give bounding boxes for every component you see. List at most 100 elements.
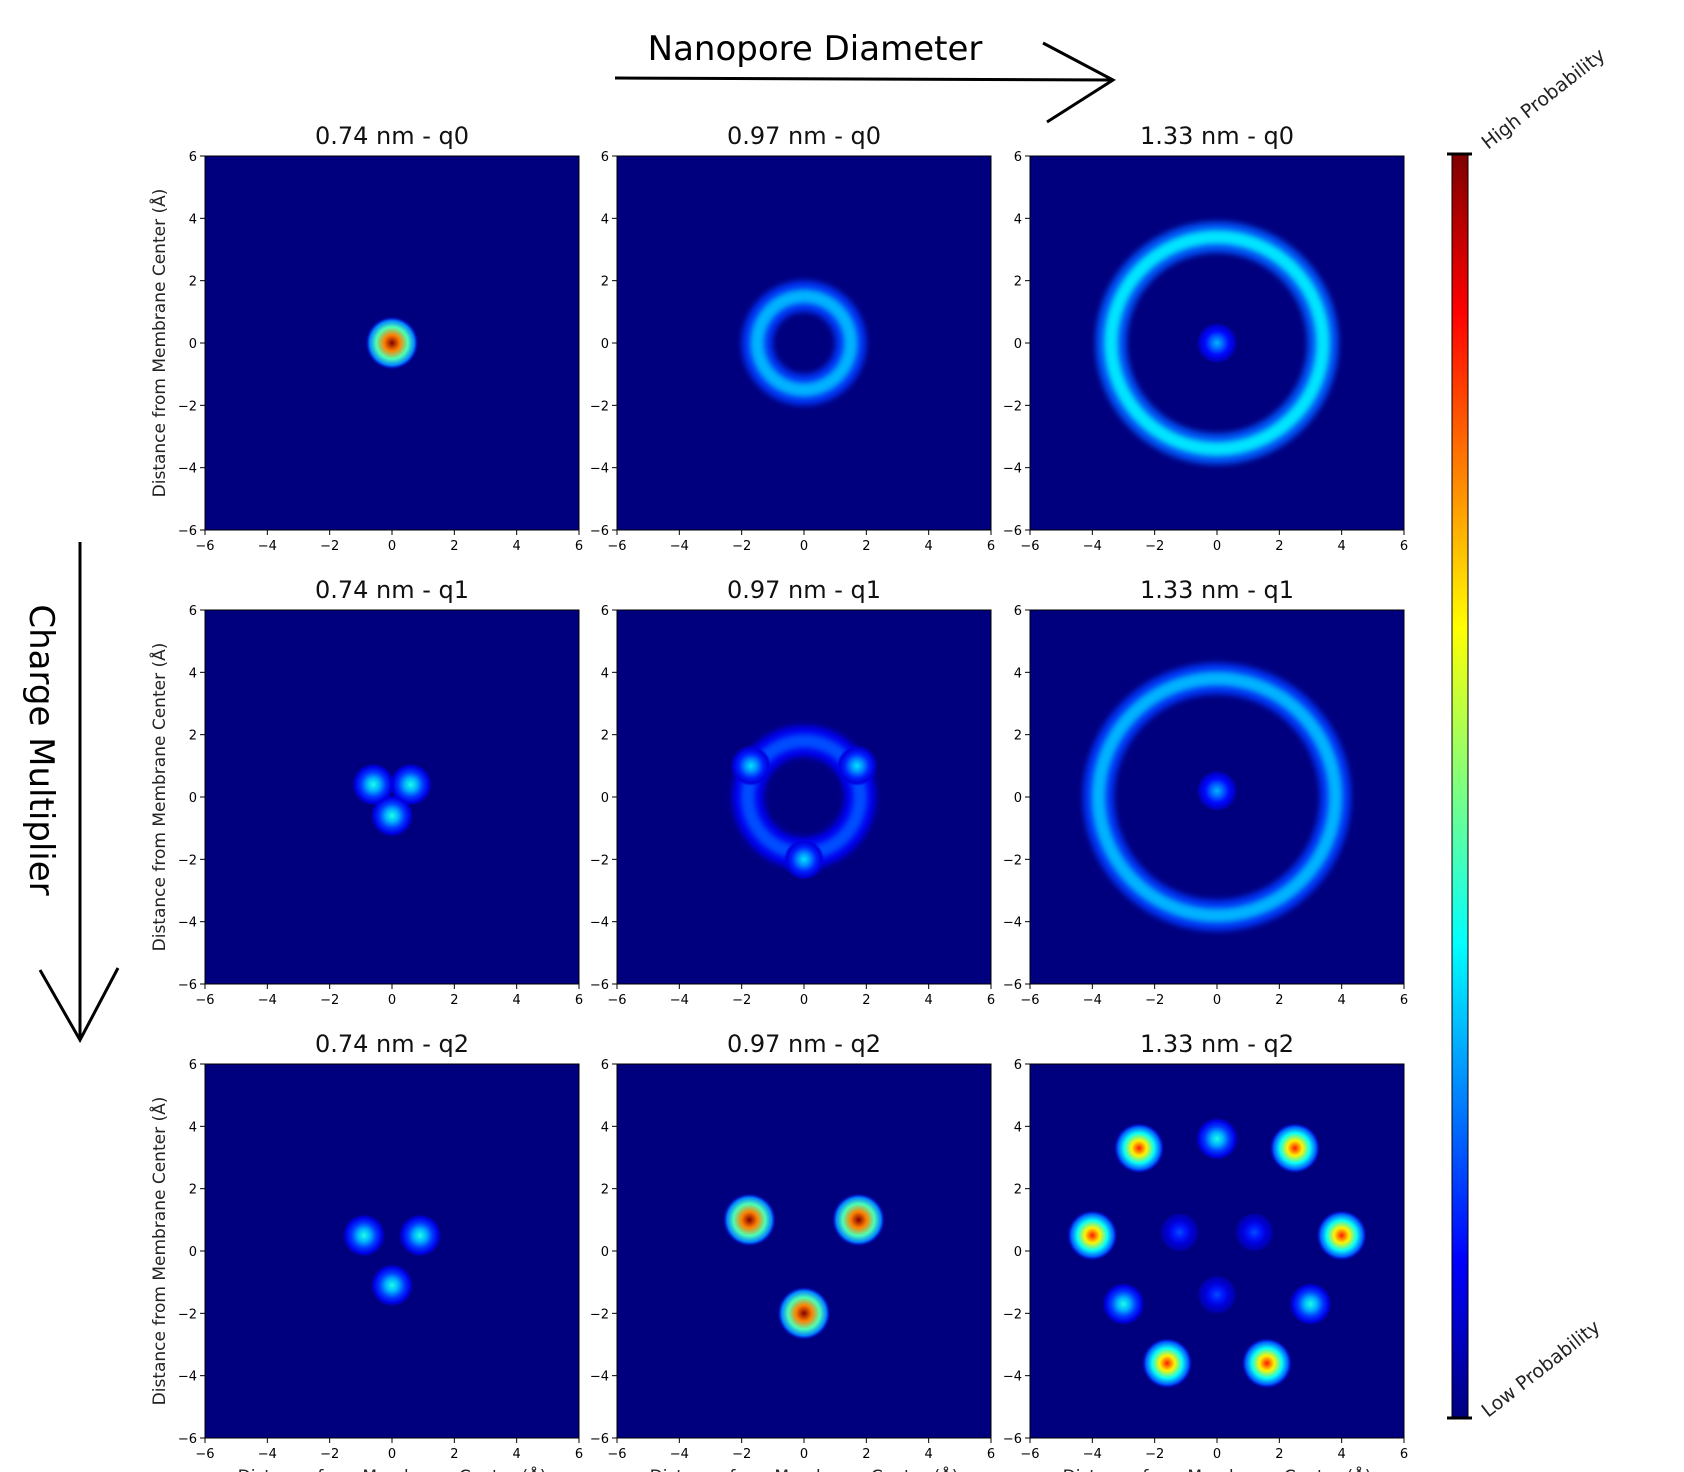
x-tick-label: −6 (1020, 539, 1039, 554)
y-tick-label: 6 (601, 150, 609, 165)
density-peak (1241, 1338, 1292, 1389)
x-tick-label: 6 (987, 539, 995, 554)
density-field (741, 280, 867, 406)
y-tick-label: −4 (1003, 916, 1022, 931)
x-tick-label: 4 (925, 539, 933, 554)
x-tick-label: −6 (195, 993, 214, 1008)
x-tick-label: −4 (258, 1447, 277, 1462)
x-tick-label: 4 (513, 993, 521, 1008)
y-tick-label: −4 (590, 462, 609, 477)
y-tick-label: −6 (178, 1432, 197, 1447)
y-tick-label: 0 (601, 1245, 609, 1260)
x-tick-label: 6 (575, 1447, 583, 1462)
x-tick-label: −6 (195, 539, 214, 554)
x-tick-label: 2 (1275, 1447, 1283, 1462)
y-tick-label: 6 (1014, 604, 1022, 619)
x-tick-label: 0 (1213, 1447, 1221, 1462)
x-tick-label: 0 (1213, 539, 1221, 554)
x-tick-label: 0 (388, 539, 396, 554)
y-tick-label: −2 (178, 1307, 197, 1322)
y-tick-label: −6 (178, 524, 197, 539)
x-tick-label: 0 (800, 993, 808, 1008)
density-peak (1197, 323, 1237, 363)
density-field (352, 763, 432, 837)
x-tick-label: 0 (388, 993, 396, 1008)
heatmap-background (617, 156, 991, 530)
y-axis-label: Distance from Membrane Center (Å) (148, 643, 170, 952)
x-tick-label: 6 (575, 993, 583, 1008)
y-tick-label: 2 (1014, 275, 1022, 290)
density-peak (371, 794, 413, 837)
density-peak (1102, 1283, 1145, 1325)
heatmap-panel: 0.74 nm - q0 −6 −4 −2 0 2 4 6 −6 −4 −2 0 2 4 6 Distance… (148, 122, 583, 554)
y-tick-label: 2 (601, 729, 609, 744)
colorbar: High Probability Low Probability (1447, 44, 1609, 1422)
heatmap-panel: 0.97 nm - q1 −6 −4 −2 0 2 4 6 −6 −4 −2 0 2 4 6 (590, 576, 995, 1008)
x-tick-label: 2 (1275, 993, 1283, 1008)
y-tick-label: −4 (590, 1370, 609, 1385)
y-tick-label: −4 (178, 916, 197, 931)
density-peak (1196, 1117, 1238, 1160)
density-peak (777, 1286, 831, 1340)
panel-title: 0.97 nm - q0 (727, 122, 881, 150)
heatmap-panel: 0.97 nm - q2 −6 −4 −2 0 2 4 6 −6 −4 −2 0 2 4 6 Distance… (590, 1030, 995, 1472)
y-tick-label: 0 (1014, 791, 1022, 806)
x-tick-label: 6 (987, 1447, 995, 1462)
x-tick-label: −4 (1083, 539, 1102, 554)
y-axis-label: Distance from Membrane Center (Å) (148, 189, 170, 498)
heatmap-panel: 1.33 nm - q0 −6 −4 −2 0 2 4 6 −6 −4 −2 0 2 4 6 (1003, 122, 1408, 554)
y-tick-label: 4 (189, 666, 197, 681)
heatmap-background (617, 1064, 991, 1438)
y-tick-label: −6 (1003, 978, 1022, 993)
density-field (722, 1193, 886, 1340)
x-tick-label: 6 (987, 993, 995, 1008)
y-tick-label: 2 (1014, 729, 1022, 744)
x-tick-label: 2 (450, 539, 458, 554)
y-tick-label: 2 (601, 275, 609, 290)
density-ring-core (750, 289, 858, 397)
density-peak (365, 316, 419, 370)
x-tick-label: 2 (450, 993, 458, 1008)
y-tick-label: 2 (189, 729, 197, 744)
x-tick-label: −4 (258, 539, 277, 554)
x-tick-label: 0 (1213, 993, 1221, 1008)
x-tick-label: −2 (1145, 1447, 1164, 1462)
y-tick-label: 0 (189, 1245, 197, 1260)
x-tick-label: 2 (862, 539, 870, 554)
y-tick-label: 6 (601, 604, 609, 619)
density-peak (836, 745, 878, 787)
x-tick-label: −2 (732, 1447, 751, 1462)
density-peak (1142, 1338, 1193, 1389)
x-tick-label: −4 (670, 993, 689, 1008)
x-tick-label: 4 (513, 539, 521, 554)
y-tick-label: −6 (590, 1432, 609, 1447)
x-axis-label: Distance from Membrane Center (Å) (650, 1465, 959, 1472)
down-arrow (38, 542, 120, 1044)
heatmap-grid: 0.74 nm - q0 −6 −4 −2 0 2 4 6 −6 −4 −2 0 2 4 6 Distance… (148, 122, 1408, 1472)
x-tick-label: −6 (1020, 1447, 1039, 1462)
y-tick-label: −2 (590, 1307, 609, 1322)
panel-title: 1.33 nm - q0 (1140, 122, 1294, 150)
density-field (1067, 1117, 1367, 1389)
density-peak (1235, 1213, 1274, 1252)
x-tick-label: 4 (1338, 1447, 1346, 1462)
colorbar-low-label: Low Probability (1478, 1316, 1605, 1422)
density-peak (722, 1193, 776, 1247)
x-tick-label: 6 (1400, 539, 1408, 554)
top-axis-label: Nanopore Diameter (648, 29, 983, 69)
density-peak (389, 763, 432, 806)
x-tick-label: 2 (450, 1447, 458, 1462)
right-arrow (614, 41, 1116, 124)
x-tick-label: −6 (607, 539, 626, 554)
y-tick-label: 4 (601, 1120, 609, 1135)
x-tick-label: −6 (1020, 993, 1039, 1008)
y-tick-label: 0 (1014, 337, 1022, 352)
heatmap-panel: 1.33 nm - q2 −6 −4 −2 0 2 4 6 −6 −4 −2 0 2 4 6 Distance… (1003, 1030, 1408, 1472)
density-peak (832, 1193, 886, 1247)
colorbar-high-label: High Probability (1478, 44, 1610, 154)
x-tick-label: −2 (1145, 539, 1164, 554)
x-tick-label: 4 (925, 1447, 933, 1462)
x-tick-label: −6 (195, 1447, 214, 1462)
y-tick-label: 6 (189, 1058, 197, 1073)
